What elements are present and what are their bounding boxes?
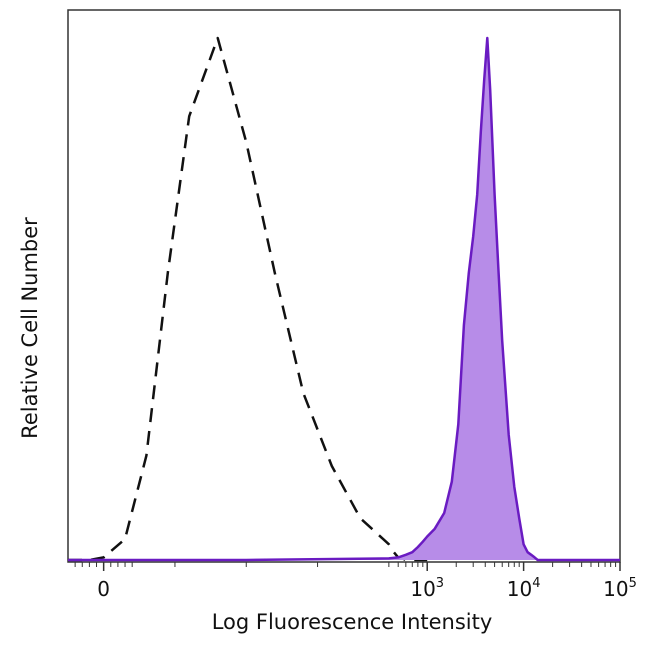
stained-histogram-fill: [68, 38, 620, 560]
x-tick-label-0: 0: [97, 577, 110, 601]
x-tick-label-3: 105: [603, 576, 637, 601]
x-tick-label-1: 103: [410, 576, 444, 601]
x-axis-title: Log Fluorescence Intensity: [212, 610, 493, 634]
y-axis-title: Relative Cell Number: [18, 217, 42, 439]
x-tick-label-2: 104: [507, 576, 541, 601]
stained-histogram-line: [68, 36, 620, 562]
plot-frame: [67, 9, 621, 563]
control-histogram-line: [68, 36, 428, 562]
